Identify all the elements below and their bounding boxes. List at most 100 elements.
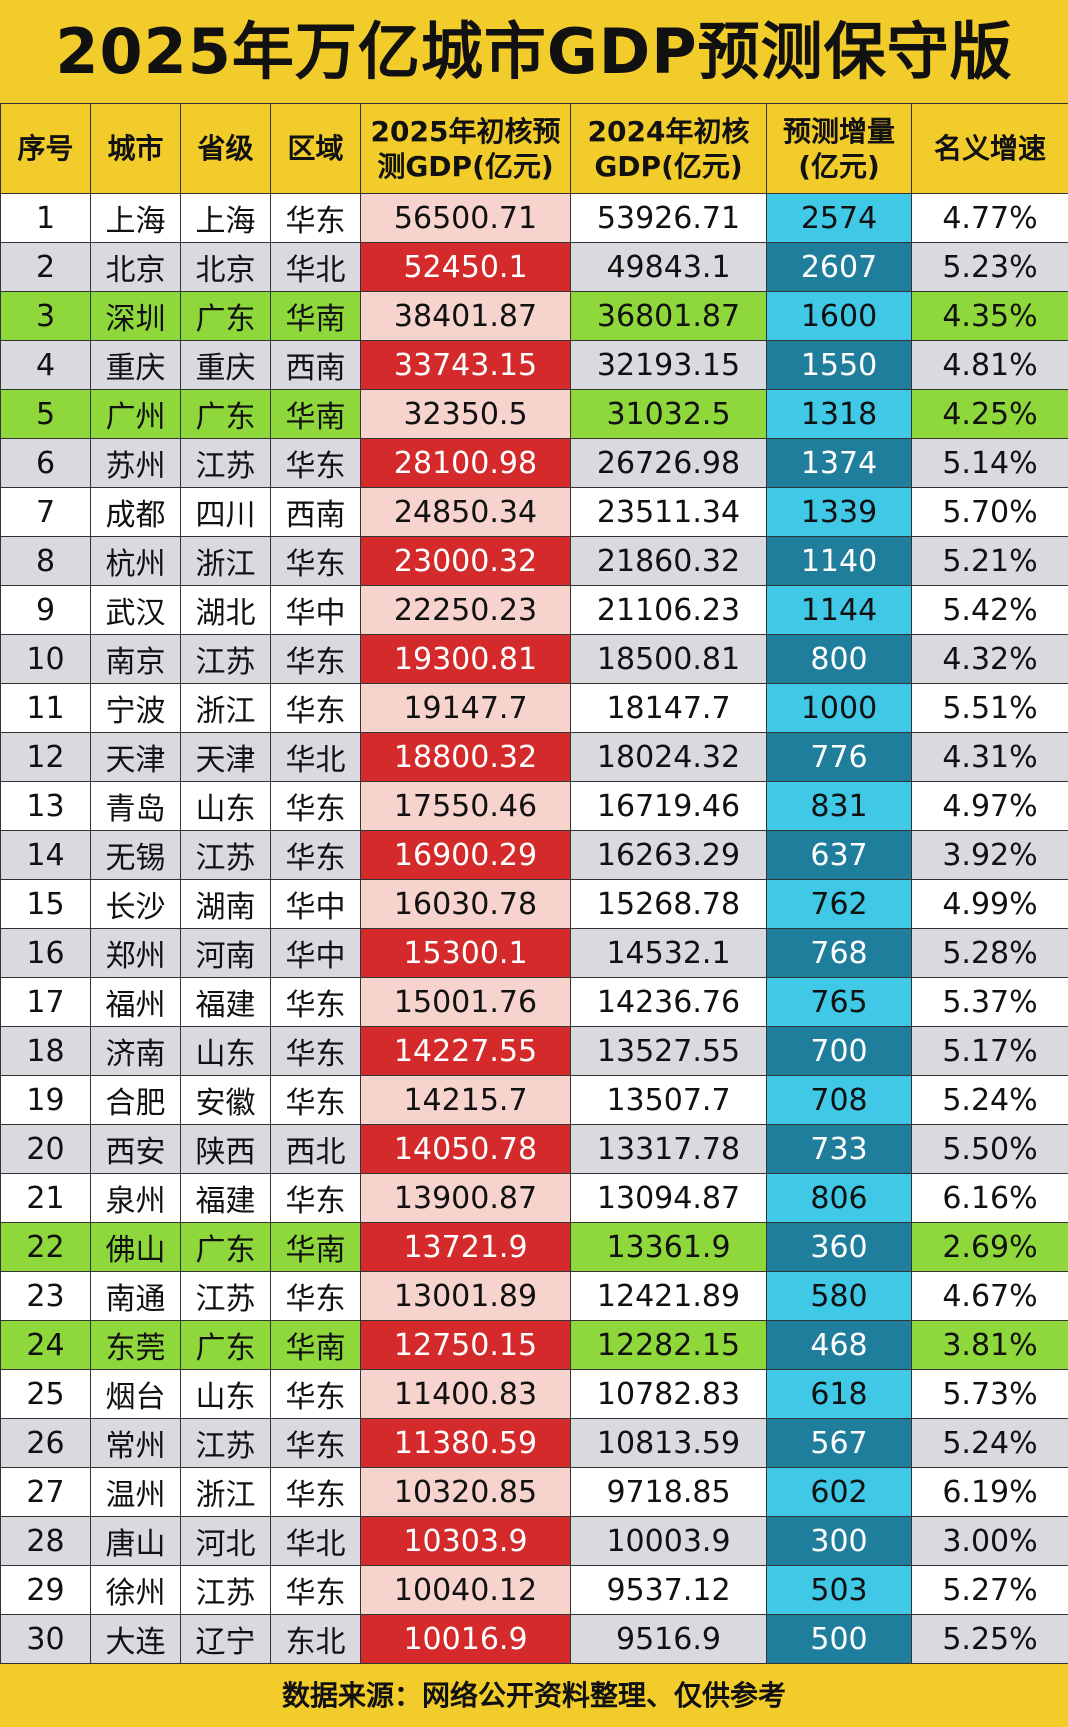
gdp-2024-cell: 14236.76 bbox=[571, 978, 767, 1027]
header-growth-rate: 名义增速 bbox=[912, 104, 1068, 194]
growth-rate-cell: 5.42% bbox=[912, 586, 1068, 635]
gdp-2025-cell: 28100.98 bbox=[361, 439, 571, 488]
gdp-2024-cell: 13361.9 bbox=[571, 1223, 767, 1272]
gdp-2024-cell: 16263.29 bbox=[571, 831, 767, 880]
index-cell: 3 bbox=[1, 292, 91, 341]
region-cell: 华东 bbox=[271, 635, 361, 684]
gdp-2025-cell: 18800.32 bbox=[361, 733, 571, 782]
region-cell: 华东 bbox=[271, 194, 361, 243]
growth-rate-cell: 4.99% bbox=[912, 880, 1068, 929]
region-cell: 西南 bbox=[271, 341, 361, 390]
gdp-2024-cell: 10782.83 bbox=[571, 1370, 767, 1419]
city-cell: 济南 bbox=[91, 1027, 181, 1076]
province-cell: 广东 bbox=[181, 390, 271, 439]
header-index: 序号 bbox=[1, 104, 91, 194]
gdp-2025-cell: 13721.9 bbox=[361, 1223, 571, 1272]
province-cell: 江苏 bbox=[181, 1272, 271, 1321]
gdp-2025-cell: 22250.23 bbox=[361, 586, 571, 635]
index-cell: 12 bbox=[1, 733, 91, 782]
gdp-2024-cell: 26726.98 bbox=[571, 439, 767, 488]
gdp-2025-cell: 10016.9 bbox=[361, 1615, 571, 1664]
index-cell: 14 bbox=[1, 831, 91, 880]
increment-cell: 708 bbox=[767, 1076, 912, 1125]
gdp-table: 序号 城市 省级 区域 2025年初核预测GDP(亿元) 2024年初核GDP(… bbox=[0, 103, 1068, 1664]
growth-rate-cell: 5.70% bbox=[912, 488, 1068, 537]
gdp-2024-cell: 49843.1 bbox=[571, 243, 767, 292]
province-cell: 广东 bbox=[181, 1223, 271, 1272]
region-cell: 华北 bbox=[271, 1517, 361, 1566]
growth-rate-cell: 5.25% bbox=[912, 1615, 1068, 1664]
city-cell: 北京 bbox=[91, 243, 181, 292]
gdp-2024-cell: 13507.7 bbox=[571, 1076, 767, 1125]
increment-cell: 500 bbox=[767, 1615, 912, 1664]
gdp-2024-cell: 18500.81 bbox=[571, 635, 767, 684]
gdp-2025-cell: 56500.71 bbox=[361, 194, 571, 243]
growth-rate-cell: 5.73% bbox=[912, 1370, 1068, 1419]
increment-cell: 700 bbox=[767, 1027, 912, 1076]
growth-rate-cell: 5.14% bbox=[912, 439, 1068, 488]
province-cell: 安徽 bbox=[181, 1076, 271, 1125]
region-cell: 华东 bbox=[271, 1174, 361, 1223]
index-cell: 21 bbox=[1, 1174, 91, 1223]
province-cell: 陕西 bbox=[181, 1125, 271, 1174]
gdp-2025-cell: 33743.15 bbox=[361, 341, 571, 390]
growth-rate-cell: 5.50% bbox=[912, 1125, 1068, 1174]
increment-cell: 831 bbox=[767, 782, 912, 831]
growth-rate-cell: 4.35% bbox=[912, 292, 1068, 341]
city-cell: 成都 bbox=[91, 488, 181, 537]
increment-cell: 800 bbox=[767, 635, 912, 684]
province-cell: 山东 bbox=[181, 1370, 271, 1419]
region-cell: 华东 bbox=[271, 1370, 361, 1419]
gdp-2025-cell: 32350.5 bbox=[361, 390, 571, 439]
region-cell: 华东 bbox=[271, 537, 361, 586]
increment-cell: 300 bbox=[767, 1517, 912, 1566]
header-city: 城市 bbox=[91, 104, 181, 194]
city-cell: 佛山 bbox=[91, 1223, 181, 1272]
growth-rate-cell: 5.27% bbox=[912, 1566, 1068, 1615]
increment-cell: 762 bbox=[767, 880, 912, 929]
gdp-2025-cell: 10320.85 bbox=[361, 1468, 571, 1517]
growth-rate-cell: 5.24% bbox=[912, 1076, 1068, 1125]
index-cell: 28 bbox=[1, 1517, 91, 1566]
index-cell: 7 bbox=[1, 488, 91, 537]
gdp-2025-cell: 17550.46 bbox=[361, 782, 571, 831]
gdp-2025-cell: 14227.55 bbox=[361, 1027, 571, 1076]
province-cell: 湖南 bbox=[181, 880, 271, 929]
growth-rate-cell: 4.25% bbox=[912, 390, 1068, 439]
increment-cell: 1144 bbox=[767, 586, 912, 635]
gdp-2025-cell: 10303.9 bbox=[361, 1517, 571, 1566]
increment-cell: 1550 bbox=[767, 341, 912, 390]
province-cell: 辽宁 bbox=[181, 1615, 271, 1664]
gdp-2024-cell: 15268.78 bbox=[571, 880, 767, 929]
region-cell: 华南 bbox=[271, 1321, 361, 1370]
gdp-2025-cell: 10040.12 bbox=[361, 1566, 571, 1615]
header-gdp-2024: 2024年初核GDP(亿元) bbox=[571, 104, 767, 194]
growth-rate-cell: 5.21% bbox=[912, 537, 1068, 586]
province-cell: 江苏 bbox=[181, 1566, 271, 1615]
region-cell: 华东 bbox=[271, 1419, 361, 1468]
region-cell: 华南 bbox=[271, 1223, 361, 1272]
growth-rate-cell: 4.97% bbox=[912, 782, 1068, 831]
index-cell: 9 bbox=[1, 586, 91, 635]
table-header-row: 序号 城市 省级 区域 2025年初核预测GDP(亿元) 2024年初核GDP(… bbox=[1, 104, 1068, 194]
index-cell: 16 bbox=[1, 929, 91, 978]
province-cell: 四川 bbox=[181, 488, 271, 537]
city-cell: 合肥 bbox=[91, 1076, 181, 1125]
header-gdp-2025: 2025年初核预测GDP(亿元) bbox=[361, 104, 571, 194]
region-cell: 华东 bbox=[271, 831, 361, 880]
increment-cell: 602 bbox=[767, 1468, 912, 1517]
index-cell: 5 bbox=[1, 390, 91, 439]
region-cell: 华东 bbox=[271, 1272, 361, 1321]
growth-rate-cell: 4.77% bbox=[912, 194, 1068, 243]
city-cell: 无锡 bbox=[91, 831, 181, 880]
